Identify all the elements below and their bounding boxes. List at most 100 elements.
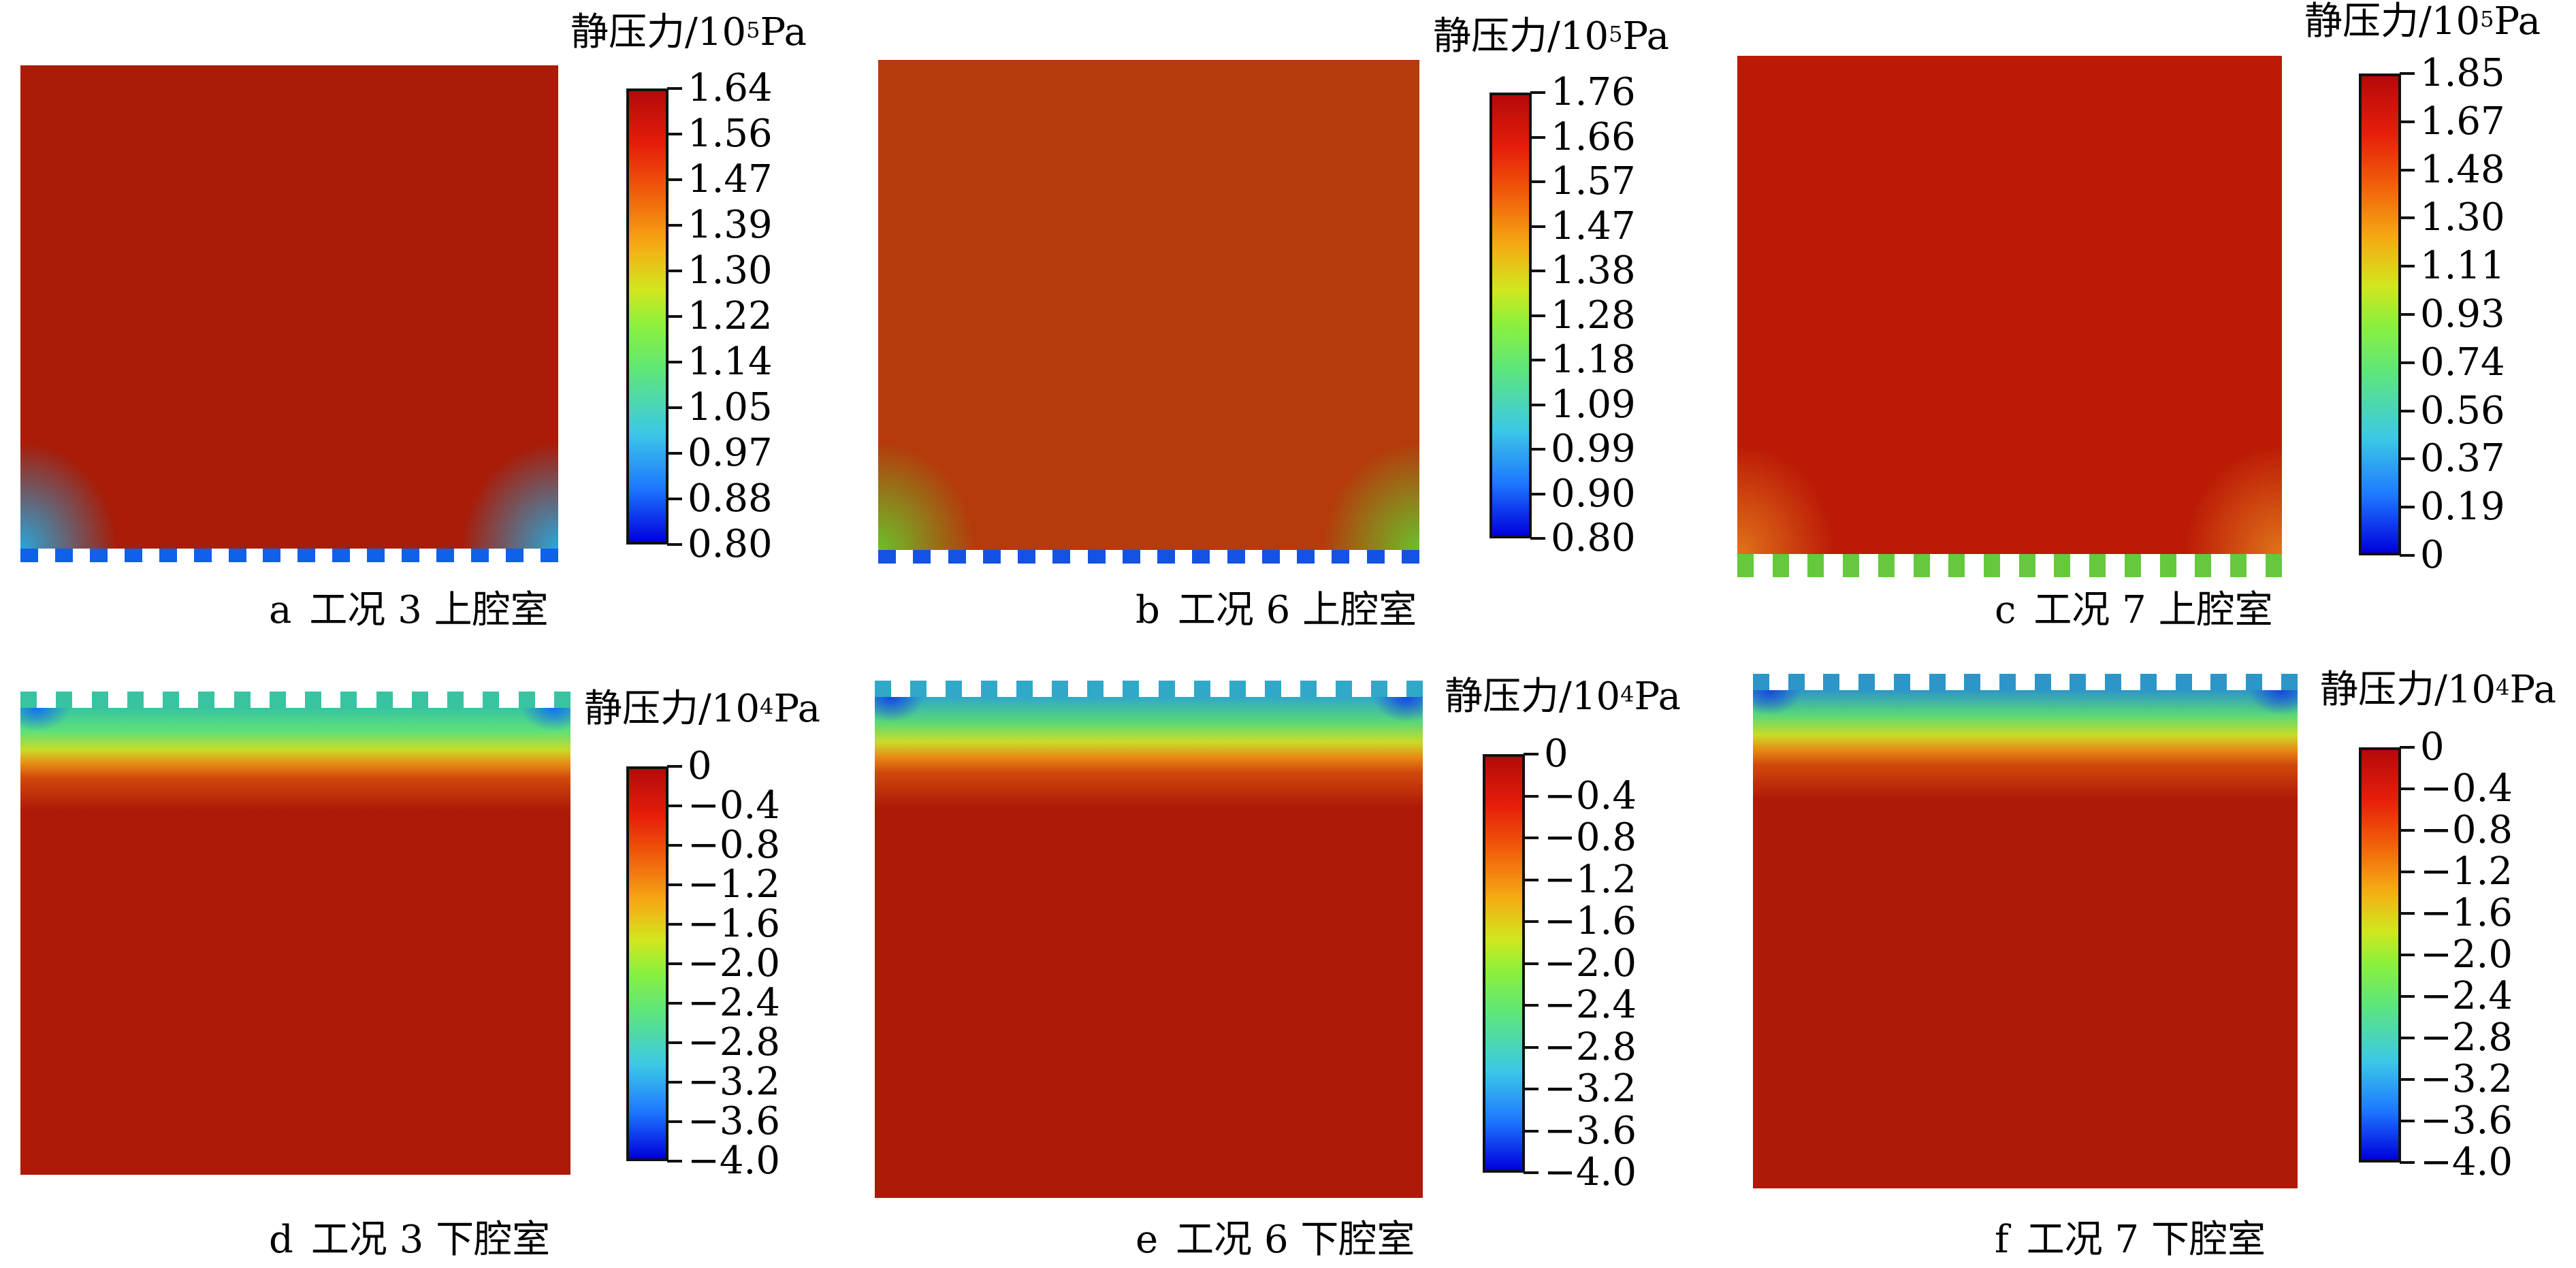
colorbar-title: 静压力/105Pa <box>2304 0 2541 44</box>
colorbar-tick-label: −2.8 <box>2420 1015 2513 1060</box>
colorbar-tick-label: 0.90 <box>1551 471 1636 516</box>
inlet-port <box>56 692 73 708</box>
contour-field <box>878 60 1419 550</box>
colorbar-tick-label: 1.47 <box>688 157 773 201</box>
colorbar-tick <box>2400 313 2415 316</box>
outlet-port <box>1227 550 1245 564</box>
colorbar-tick-label: 1.28 <box>1551 293 1636 338</box>
panel-caption-text: 工况 3 上腔室 <box>309 588 549 632</box>
inlet-port <box>1300 681 1317 697</box>
panel-caption: f 工况 7 下腔室 <box>1995 1218 2266 1262</box>
inlet-port <box>1753 674 1769 690</box>
colorbar-title: 静压力/104Pa <box>2320 668 2556 712</box>
colorbar-tick-label: −0.8 <box>2420 808 2513 852</box>
colorbar-tick-label: −3.6 <box>1544 1108 1637 1153</box>
panel-caption: e 工况 6 下腔室 <box>1136 1218 1415 1262</box>
inlet-port <box>553 692 570 708</box>
colorbar <box>1483 754 1525 1173</box>
outlet-port <box>470 549 489 562</box>
colorbar-tick <box>667 178 682 181</box>
inlet-port <box>518 692 535 708</box>
outlet-port <box>297 549 316 562</box>
inlet-port <box>20 692 37 708</box>
inlet-port <box>1929 674 1946 690</box>
colorbar-tick-label: 0.88 <box>688 476 773 521</box>
colorbar-tick <box>1524 878 1539 881</box>
colorbar-tick <box>1530 270 1545 272</box>
panel-letter: d <box>269 1218 293 1262</box>
colorbar-tick <box>1530 492 1545 495</box>
outlet-port <box>1052 550 1071 564</box>
outlet-port <box>1122 550 1140 564</box>
inlet-port <box>2210 674 2227 690</box>
colorbar-tick-label: −2.4 <box>688 981 780 1025</box>
colorbar-tick <box>667 543 682 546</box>
outlet-port <box>159 549 177 562</box>
panel-letter: c <box>1995 588 2016 632</box>
contour-field <box>1737 56 2282 554</box>
panel-letter: e <box>1136 1218 1159 1262</box>
colorbar-tick <box>667 844 682 847</box>
outlet-port <box>1948 554 1965 577</box>
inlet-port <box>1858 674 1875 690</box>
colorbar-tick-label: −1.2 <box>2420 849 2513 894</box>
colorbar-tick <box>2400 409 2415 412</box>
colorbar-tick <box>1524 1045 1539 1049</box>
colorbar-tick-label: −2.0 <box>2420 932 2513 977</box>
inlet-port <box>163 692 180 708</box>
inlet-port <box>127 692 144 708</box>
inlet-port <box>447 692 464 708</box>
outlet-ports <box>1737 554 2282 577</box>
contour-field <box>20 65 558 549</box>
contour-field <box>875 697 1423 1198</box>
inlet-port <box>875 681 891 697</box>
colorbar-tick-label: −3.2 <box>688 1060 780 1104</box>
colorbar-tick <box>1530 448 1545 451</box>
outlet-port <box>913 550 931 564</box>
colorbar-title-unit: Pa <box>1634 674 1681 719</box>
outlet-port <box>505 549 524 562</box>
colorbar-tick <box>1530 403 1545 406</box>
colorbar-tick <box>2400 554 2415 557</box>
outlet-port <box>193 549 212 562</box>
colorbar-tick <box>1524 962 1539 965</box>
inlet-port <box>1406 681 1423 697</box>
colorbar-title-exponent: 4 <box>2496 674 2510 700</box>
outlet-port <box>1332 550 1350 564</box>
colorbar-tick-label: −3.2 <box>2420 1057 2513 1101</box>
panel-caption: b 工况 6 上腔室 <box>1136 589 1417 632</box>
colorbar-tick <box>1524 1004 1539 1007</box>
outlet-port <box>1087 550 1106 564</box>
colorbar-tick <box>667 1160 682 1163</box>
outlet-ports <box>20 549 558 562</box>
inlet-port <box>2175 674 2192 690</box>
colorbar-tick <box>1524 1171 1539 1174</box>
colorbar-tick-label: 1.39 <box>688 203 773 247</box>
colorbar-tick <box>2400 995 2415 998</box>
colorbar-tick-label: −2.4 <box>2420 974 2513 1018</box>
panel-caption-text: 工况 6 下腔室 <box>1176 1218 1415 1262</box>
colorbar-tick <box>1530 135 1545 139</box>
colorbar-tick <box>667 1041 682 1044</box>
colorbar-tick <box>667 1120 682 1123</box>
colorbar-title-exponent: 4 <box>1620 681 1635 707</box>
colorbar-tick-label: 1.09 <box>1551 382 1636 427</box>
colorbar-title-exponent: 5 <box>2480 6 2494 32</box>
outlet-port <box>228 549 246 562</box>
contour-field <box>1753 690 2298 1188</box>
colorbar-tick-label: 1.05 <box>688 385 773 429</box>
colorbar-tick-label: −2.0 <box>688 941 780 986</box>
colorbar-tick <box>1524 794 1539 798</box>
colorbar-tick-label: −0.8 <box>1544 815 1637 860</box>
outlet-port <box>540 549 558 562</box>
outlet-port <box>2159 554 2176 577</box>
colorbar-tick <box>1524 920 1539 923</box>
outlet-port <box>1772 554 1789 577</box>
outlet-port <box>948 550 966 564</box>
colorbar-tick-label: 0 <box>2420 533 2445 577</box>
outlet-port <box>1297 550 1315 564</box>
colorbar-tick-label: −4.0 <box>688 1139 780 1183</box>
outlet-port <box>1018 550 1036 564</box>
colorbar <box>1490 93 1532 538</box>
colorbar-title-unit: Pa <box>760 10 807 54</box>
